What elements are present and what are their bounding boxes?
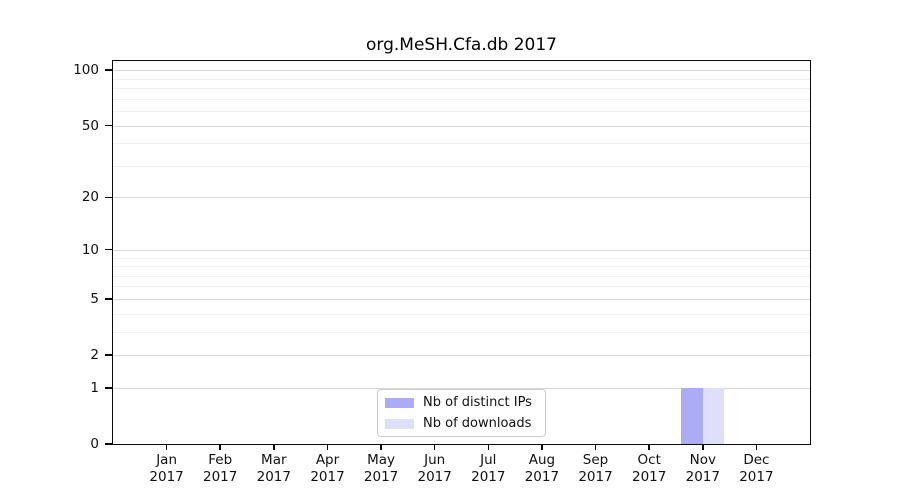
y-tick-mark [105,69,113,71]
bar-nb-of-distinct-ips-nov-2017 [681,387,703,444]
gridline-minor [113,165,810,167]
chart-title: org.MeSH.Cfa.db 2017 [365,35,558,55]
x-tick-mark [165,444,168,450]
x-tick-mark [541,444,543,450]
x-tick-mark [219,444,221,450]
x-tick-mark [433,444,436,450]
legend-label-downloads: Nb of downloads [423,416,532,431]
y-tick-mark [105,196,113,199]
y-tick-mark [105,124,113,127]
gridline-minor [113,266,810,267]
x-tick-label: Mar 2017 [256,452,291,485]
gridline-major [113,197,810,199]
x-tick-label: Oct 2017 [632,452,667,485]
x-tick-label: Nov 2017 [685,452,720,485]
plot-area: 0 1 2 5 10 20 50 100 Jan 2017 Feb 2017 Mar 2017 Ap… [73,60,811,485]
gridline-minor [113,331,810,333]
y-tick-mark [105,443,113,445]
gridline-minor [113,286,810,288]
x-tick-mark [326,444,329,450]
x-tick-label: Sep 2017 [578,452,613,485]
x-tick-label: Jan 2017 [149,452,184,485]
gridline-minor [113,98,810,100]
y-tick-label: 2 [90,347,99,363]
x-tick-mark [755,444,758,450]
gridline-minor [113,110,810,112]
legend-item-distinct-ips: Nb of distinct IPs [385,394,545,412]
y-tick-label: 10 [81,241,99,258]
gridline-major [113,355,810,356]
y-tick-mark [105,354,113,356]
x-tick-mark [487,444,490,450]
x-tick-label: Feb 2017 [203,452,238,485]
gridline-major [113,249,810,251]
x-tick-mark [648,444,650,450]
legend-swatch-downloads [385,418,414,429]
legend-item-downloads: Nb of downloads [385,415,545,433]
x-tick-mark [702,444,704,450]
x-tick-mark [594,444,597,450]
gridline-major [113,70,810,72]
x-tick-mark [380,444,382,450]
x-tick-label: Jul 2017 [471,452,506,485]
y-tick-mark [105,248,113,251]
gridline-minor [113,88,810,89]
legend-label-distinct-ips: Nb of distinct IPs [423,395,532,410]
y-tick-label: 1 [90,379,99,396]
gridline-major [113,125,810,127]
gridline-minor [113,78,810,80]
x-tick-label: May 2017 [363,452,399,485]
y-tick-label: 50 [81,117,99,134]
gridline-major [113,387,810,389]
y-tick-label: 20 [81,189,99,206]
gridline-major [113,298,810,300]
y-tick-label: 0 [90,436,99,452]
gridline-minor [113,313,810,315]
x-tick-label: Apr 2017 [310,452,345,485]
x-tick-label: Aug 2017 [524,452,560,485]
x-tick-mark [273,444,275,450]
y-tick-label: 100 [73,62,99,79]
gridline-minor [113,143,810,145]
y-tick-mark [105,298,113,300]
bar-nb-of-downloads-nov-2017 [702,387,725,444]
legend: Nb of distinct IPs Nb of downloads [377,389,546,437]
y-tick-label: 5 [90,290,99,307]
gridline-minor [113,257,810,259]
x-tick-label: Dec 2017 [739,452,774,485]
x-tick-label: Jun 2017 [417,452,452,485]
legend-swatch-distinct-ips [385,397,414,408]
y-tick-mark [105,387,113,389]
gridline-minor [113,275,810,277]
